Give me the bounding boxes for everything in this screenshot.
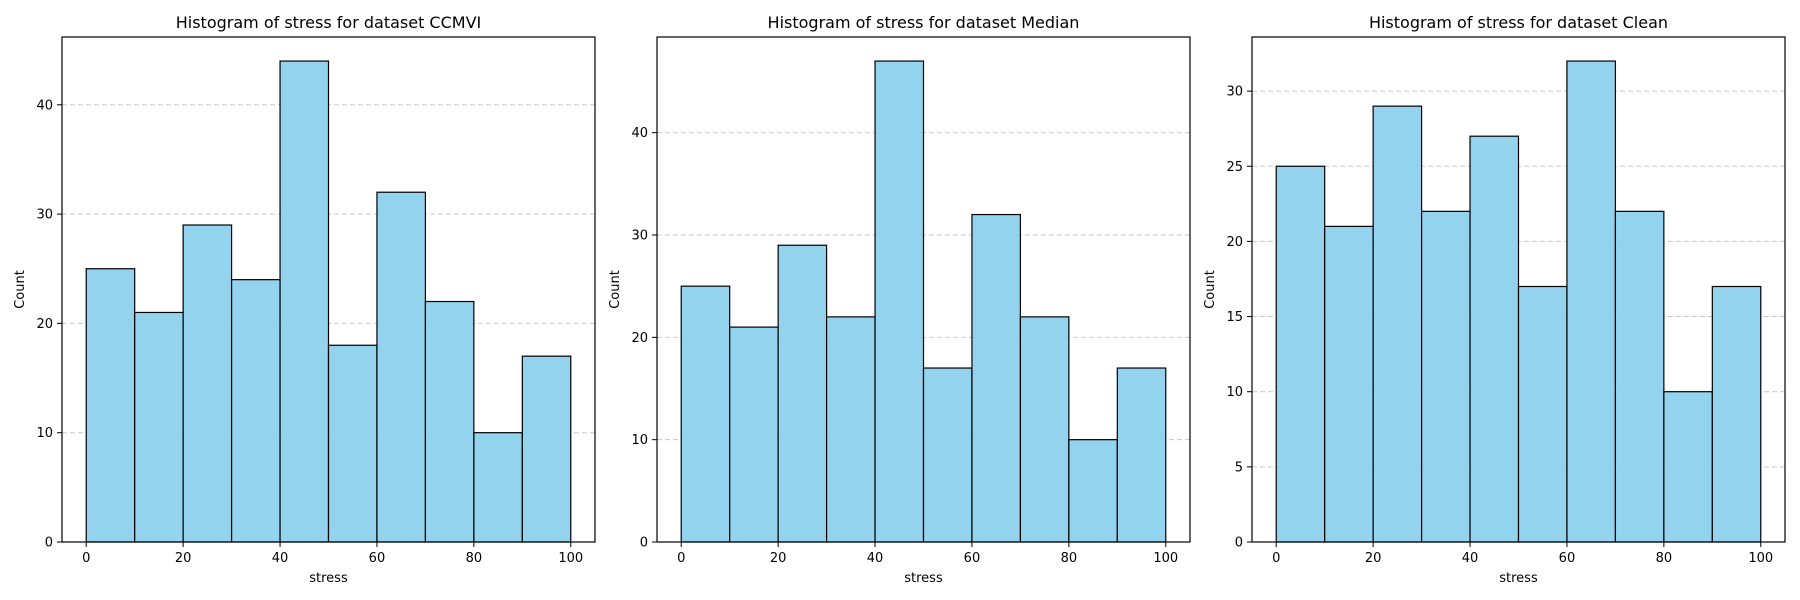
y-tick-label: 25 (1226, 160, 1243, 175)
chart-title: Histogram of stress for dataset CCMVI (176, 13, 482, 32)
x-tick-label: 0 (677, 551, 685, 566)
x-axis-label: stress (904, 571, 943, 586)
x-tick-label: 100 (558, 551, 583, 566)
x-tick-label: 60 (1559, 551, 1576, 566)
histogram-bar (85, 268, 136, 543)
x-tick-label: 60 (369, 551, 386, 566)
x-axis-label: stress (309, 571, 348, 586)
chart-title: Histogram of stress for dataset Median (768, 13, 1080, 32)
histogram-bar (874, 60, 925, 543)
histogram-bar (1068, 439, 1118, 543)
histogram-bar (1469, 135, 1520, 543)
y-tick-label: 10 (1226, 385, 1243, 400)
histogram-bar (1372, 105, 1423, 543)
histogram-bar (729, 326, 779, 543)
histogram-bar (424, 300, 475, 543)
histogram-bar (1663, 391, 1713, 543)
y-tick-label: 0 (45, 536, 53, 551)
chart-panel-2: 0 20 40 60 80 100 0 10 20 30 40 Histogram of stress… (608, 13, 1191, 586)
y-axis-label: Count (1203, 270, 1218, 309)
histogram-bar (1324, 225, 1374, 543)
y-tick-label: 30 (631, 229, 648, 244)
histogram-bar (473, 432, 523, 543)
histogram-bar (1614, 210, 1665, 543)
y-tick-label: 0 (640, 536, 648, 551)
histogram-bar (521, 355, 572, 543)
x-tick-label: 20 (770, 551, 787, 566)
y-tick-label: 30 (1226, 85, 1243, 100)
histogram-bar (134, 311, 184, 543)
y-tick-label: 5 (1235, 460, 1243, 475)
axes-frame (656, 36, 1191, 543)
histogram-bar (327, 344, 378, 543)
x-tick-label: 100 (1153, 551, 1178, 566)
y-tick-label: 0 (1235, 536, 1243, 551)
histogram-bar (971, 213, 1022, 543)
x-tick-label: 80 (466, 551, 483, 566)
histogram-bar (1116, 367, 1167, 543)
y-tick-label: 40 (631, 126, 648, 141)
histogram-bar (1517, 285, 1568, 543)
x-tick-label: 40 (272, 551, 289, 566)
y-tick-label: 10 (36, 426, 53, 441)
histogram-bar (230, 279, 281, 543)
y-tick-label: 10 (631, 433, 648, 448)
x-tick-label: 0 (82, 551, 90, 566)
x-axis-label: stress (1499, 571, 1538, 586)
axes-frame (1251, 36, 1786, 543)
x-tick-label: 80 (1656, 551, 1673, 566)
histogram-bar (182, 224, 233, 543)
histogram-bar (376, 191, 427, 543)
y-tick-label: 15 (1226, 310, 1243, 325)
chart-panel-3: 0 20 40 60 80 100 0 5 10 15 20 25 30 Histogram of str… (1203, 13, 1786, 586)
y-axis-label: Count (608, 270, 623, 309)
y-tick-label: 40 (36, 98, 53, 113)
x-tick-label: 20 (1365, 551, 1382, 566)
y-axis-label: Count (13, 270, 28, 309)
histogram-bar (1566, 60, 1617, 543)
x-tick-label: 40 (1462, 551, 1479, 566)
x-tick-label: 100 (1748, 551, 1773, 566)
histogram-bar (1711, 285, 1762, 543)
x-tick-label: 60 (964, 551, 981, 566)
histogram-bar (1275, 165, 1326, 543)
y-tick-label: 20 (631, 331, 648, 346)
y-tick-label: 20 (1226, 235, 1243, 250)
chart-title: Histogram of stress for dataset Clean (1369, 13, 1668, 32)
chart-panel-1: 0 20 40 60 80 100 0 10 20 30 40 Histogram of stress… (13, 13, 596, 586)
histogram-bar (279, 60, 330, 543)
histogram-bar (922, 367, 973, 543)
histogram-bar (825, 316, 876, 543)
x-tick-label: 80 (1061, 551, 1078, 566)
histogram-bar (777, 244, 828, 543)
histogram-bar (680, 285, 731, 543)
axes-frame (61, 36, 596, 543)
x-tick-label: 20 (175, 551, 192, 566)
x-tick-label: 0 (1272, 551, 1280, 566)
x-tick-label: 40 (867, 551, 884, 566)
y-tick-label: 30 (36, 208, 53, 223)
y-tick-label: 20 (36, 317, 53, 332)
histogram-bar (1420, 210, 1471, 543)
histogram-bar (1019, 316, 1070, 543)
